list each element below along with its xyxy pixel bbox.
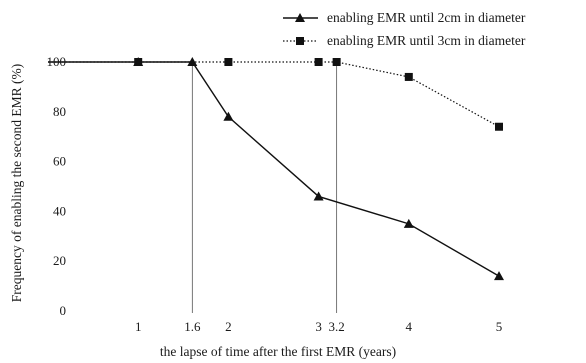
data-point-triangle [187, 57, 198, 66]
data-point-square [224, 58, 233, 66]
reference-lines [191, 62, 338, 313]
y-tick-label: 100 [47, 54, 67, 69]
data-point-square [332, 58, 341, 66]
data-point-triangle [494, 271, 504, 281]
legend-label: enabling EMR until 3cm in diameter [327, 33, 526, 48]
x-tick-label: 2 [225, 319, 232, 334]
legend-marker-square [296, 37, 304, 45]
data-point-triangle [313, 191, 324, 201]
series-line-square [48, 61, 500, 128]
data-point-triangle [403, 218, 414, 228]
x-tick-label: 1 [135, 319, 142, 334]
y-tick-label: 20 [53, 253, 66, 268]
y-axis-title: Frequency of enabling the second EMR (%) [9, 64, 24, 302]
y-tick-label: 80 [53, 104, 66, 119]
data-point-square [495, 122, 503, 131]
data-point-square [404, 72, 413, 81]
x-axis-ticks: 1 1.6 2 3 3.2 4 5 [135, 319, 502, 334]
x-axis-title: the lapse of time after the first EMR (y… [160, 344, 396, 359]
legend-label: enabling EMR until 2cm in diameter [327, 10, 526, 25]
x-tick-label: 3 [315, 319, 322, 334]
x-tick-label: 5 [496, 319, 503, 334]
y-tick-label: 40 [53, 203, 66, 218]
legend: enabling EMR until 2cm in diameter enabli… [283, 10, 526, 48]
x-tick-label: 1.6 [184, 319, 201, 334]
y-axis-ticks: 0 20 40 60 80 100 [47, 54, 67, 318]
series-line-triangle [48, 61, 500, 277]
x-tick-label: 3.2 [329, 319, 345, 334]
legend-marker-triangle [295, 13, 305, 22]
data-point-square [134, 58, 143, 66]
y-tick-label: 60 [53, 154, 66, 169]
data-point-square [314, 58, 323, 66]
y-tick-label: 0 [60, 303, 67, 318]
series-lines [48, 61, 500, 277]
series-markers [133, 57, 504, 281]
x-tick-label: 4 [406, 319, 413, 334]
data-point-triangle [223, 111, 234, 121]
